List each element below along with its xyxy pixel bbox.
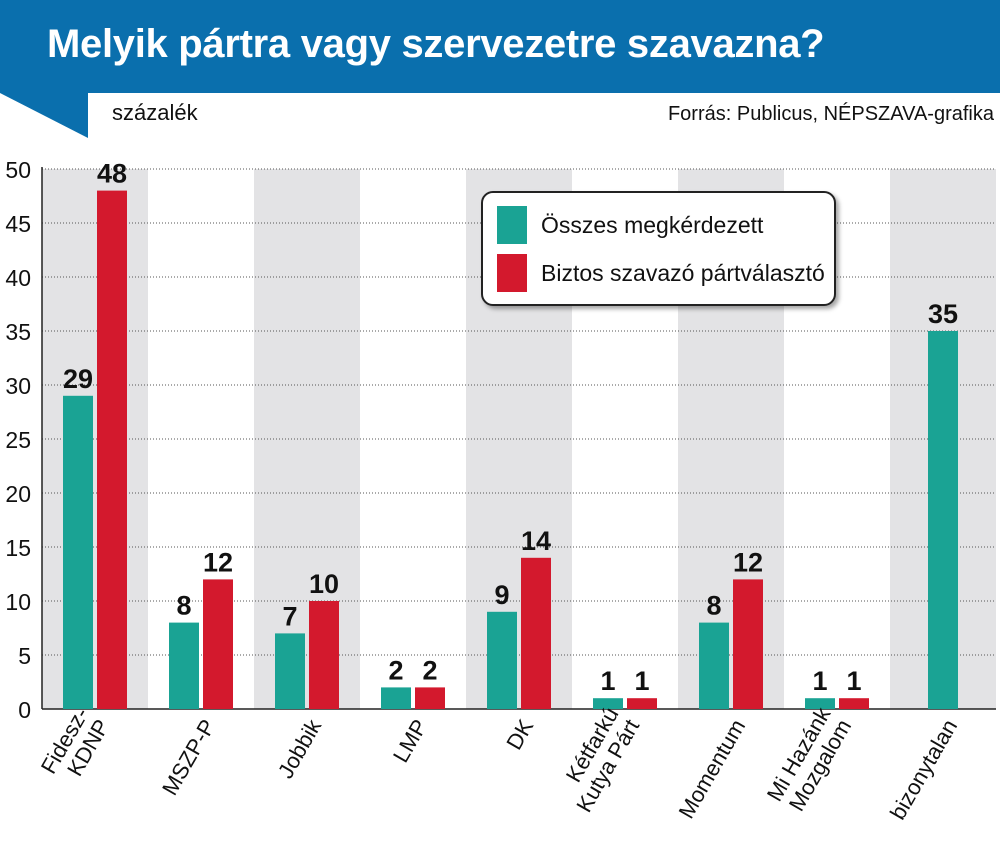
- x-tick-label: Jobbik: [273, 714, 327, 782]
- data-label-all: 35: [928, 299, 958, 329]
- data-label-all: 1: [600, 666, 615, 696]
- y-tick-label: 10: [5, 589, 31, 615]
- x-tick-label: LMP: [388, 715, 432, 767]
- x-tick-label: Momentum: [674, 715, 751, 823]
- bar-all: [275, 633, 305, 709]
- x-tick-label: Mi HazánkMozgalom: [762, 702, 857, 817]
- legend: Összes megkérdezett Biztos szavazó pártv…: [481, 191, 836, 306]
- data-label-all: 1: [812, 666, 827, 696]
- data-label-sure: 1: [846, 666, 861, 696]
- bar-all: [169, 622, 199, 709]
- legend-label-sure: Biztos szavazó pártválasztó: [541, 259, 825, 286]
- y-tick-label: 0: [18, 697, 31, 723]
- bar-sure: [309, 601, 339, 709]
- x-tick-label: KétfarkúKutya Párt: [550, 703, 644, 816]
- background-band: [42, 169, 148, 709]
- y-tick-label: 45: [5, 211, 31, 237]
- bar-all: [699, 622, 729, 709]
- y-tick-label: 25: [5, 427, 31, 453]
- bar-all: [805, 698, 835, 709]
- data-label-all: 7: [282, 601, 297, 631]
- bar-all: [928, 331, 958, 709]
- bar-all: [381, 687, 411, 709]
- data-label-all: 8: [176, 591, 191, 621]
- legend-swatch-all: [497, 206, 527, 244]
- bar-all: [63, 395, 93, 709]
- y-tick-label: 50: [5, 157, 31, 183]
- bar-sure: [521, 557, 551, 709]
- bar-sure: [203, 579, 233, 709]
- bar-sure: [97, 190, 127, 710]
- background-band: [254, 169, 360, 709]
- x-tick-label: MSZP-P: [157, 715, 220, 799]
- source-label: Forrás: Publicus, NÉPSZAVA-grafika: [667, 103, 994, 125]
- legend-swatch-sure: [497, 254, 527, 292]
- legend-item-sure: Biztos szavazó pártválasztó: [497, 254, 825, 292]
- data-label-all: 2: [388, 655, 403, 685]
- banner-corner-tab: [0, 93, 88, 138]
- legend-label-all: Összes megkérdezett: [541, 211, 764, 238]
- bar-sure: [627, 698, 657, 709]
- x-tick-label: Fidesz-KDNP: [36, 703, 114, 790]
- y-tick-label: 35: [5, 319, 31, 345]
- data-label-sure: 1: [634, 666, 649, 696]
- data-label-all: 9: [494, 580, 509, 610]
- x-tick-label: bizonytalan: [885, 715, 962, 824]
- bar-sure: [733, 579, 763, 709]
- data-label-sure: 10: [309, 569, 339, 599]
- data-label-sure: 12: [203, 547, 233, 577]
- y-tick-label: 20: [5, 481, 31, 507]
- bar-sure: [415, 687, 445, 709]
- title-banner: Melyik pártra vagy szervezetre szavazna?: [0, 0, 1000, 93]
- y-tick-label: 40: [5, 265, 31, 291]
- y-tick-label: 15: [5, 535, 31, 561]
- bar-sure: [839, 698, 869, 709]
- x-tick-label: DK: [501, 715, 538, 754]
- bar-all: [487, 611, 517, 709]
- data-label-all: 8: [706, 591, 721, 621]
- unit-label: százalék: [112, 100, 198, 125]
- data-label-all: 29: [63, 364, 93, 394]
- bar-all: [593, 698, 623, 709]
- y-tick-label: 5: [18, 643, 31, 669]
- y-tick-label: 30: [5, 373, 31, 399]
- data-label-sure: 48: [97, 159, 127, 189]
- data-label-sure: 2: [422, 655, 437, 685]
- data-label-sure: 14: [521, 526, 551, 556]
- chart-title: Melyik pártra vagy szervezetre szavazna?: [47, 22, 825, 66]
- legend-item-all: Összes megkérdezett: [497, 206, 763, 244]
- data-label-sure: 12: [733, 547, 763, 577]
